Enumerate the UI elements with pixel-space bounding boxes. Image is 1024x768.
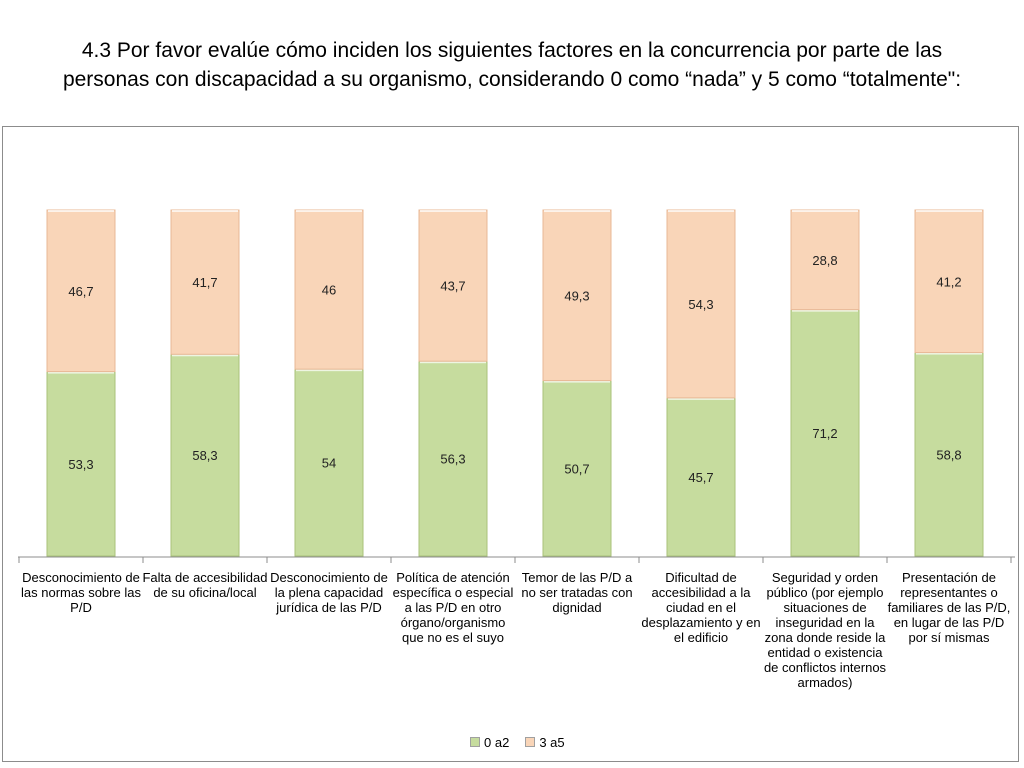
- data-label-3-a5-7: 28,8: [812, 253, 837, 268]
- bar-highlight-3-a5-3: [296, 210, 362, 212]
- data-label-0-a2-1: 53,3: [68, 457, 93, 472]
- bar-0-a2-5: [542, 380, 612, 557]
- bar-highlight-3-a5-6: [668, 210, 734, 212]
- bar-3-a5-8: [914, 209, 984, 354]
- data-label-0-a2-4: 56,3: [440, 452, 465, 467]
- data-label-3-a5-8: 41,2: [936, 274, 961, 289]
- bar-3-a5-1: [46, 209, 116, 373]
- legend-item-0a2: 0 a2: [470, 735, 509, 750]
- data-label-3-a5-5: 49,3: [564, 288, 589, 303]
- page-title: 4.3 Por favor evalúe cómo inciden los si…: [62, 39, 962, 91]
- bar-highlight-0-a2-2: [172, 354, 238, 357]
- data-label-0-a2-5: 50,7: [564, 461, 589, 476]
- bar-highlight-3-a5-8: [916, 210, 982, 212]
- data-label-3-a5-6: 54,3: [688, 297, 713, 312]
- x-tick-label-3: Desconocimiento de la plena capacidad ju…: [270, 570, 388, 615]
- legend-swatch-0a2: [470, 737, 480, 747]
- x-tick-label-4: Política de atención específica o especi…: [392, 570, 514, 645]
- x-tick-label-8: Presentación de representantes o familia…: [887, 570, 1011, 645]
- data-label-3-a5-4: 43,7: [440, 279, 465, 294]
- chart-legend: 0 a2 3 a5: [470, 734, 581, 750]
- legend-label-3a5: 3 a5: [539, 734, 565, 750]
- x-tick-label-7: Seguridad y orden público (por ejemplo s…: [763, 570, 887, 690]
- x-tick-label-1: Desconocimiento de las normas sobre las …: [21, 570, 141, 615]
- bar-0-a2-1: [46, 371, 116, 557]
- bar-highlight-0-a2-8: [916, 352, 982, 355]
- bar-highlight-0-a2-4: [420, 361, 486, 364]
- bar-0-a2-2: [170, 353, 240, 557]
- data-label-0-a2-8: 58,8: [936, 447, 961, 462]
- x-tick-label-6: Dificultad de accesibilidad a la ciudad …: [641, 570, 761, 645]
- data-label-3-a5-1: 46,7: [68, 284, 93, 299]
- bar-highlight-3-a5-5: [544, 210, 610, 212]
- bar-highlight-3-a5-2: [172, 210, 238, 212]
- bar-3-a5-7: [790, 209, 860, 311]
- data-label-0-a2-3: 54: [322, 456, 336, 471]
- bar-3-a5-5: [542, 209, 612, 382]
- bar-highlight-3-a5-7: [792, 210, 858, 212]
- bar-highlight-3-a5-1: [48, 210, 114, 212]
- bar-3-a5-6: [666, 209, 736, 399]
- bar-0-a2-6: [666, 397, 736, 557]
- bar-0-a2-4: [418, 360, 488, 557]
- data-label-0-a2-7: 71,2: [812, 426, 837, 441]
- bar-highlight-0-a2-3: [296, 369, 362, 372]
- bar-highlight-0-a2-5: [544, 380, 610, 383]
- bar-highlight-0-a2-7: [792, 309, 858, 312]
- bar-0-a2-8: [914, 352, 984, 557]
- x-tick-label-5: Temor de las P/D a no ser tratadas con d…: [521, 570, 633, 615]
- bar-highlight-0-a2-1: [48, 371, 114, 374]
- bar-highlight-0-a2-6: [668, 397, 734, 400]
- legend-item-3a5: 3 a5: [525, 734, 565, 750]
- data-label-0-a2-6: 45,7: [688, 470, 713, 485]
- bar-3-a5-3: [294, 209, 364, 370]
- data-label-3-a5-2: 41,7: [192, 275, 217, 290]
- bar-3-a5-4: [418, 209, 488, 362]
- legend-swatch-3a5: [525, 737, 536, 747]
- legend-label-0a2: 0 a2: [484, 734, 510, 750]
- bar-highlight-3-a5-4: [420, 210, 486, 212]
- data-label-3-a5-3: 46: [322, 283, 336, 298]
- x-tick-label-2: Falta de accesibilidad de su oficina/loc…: [142, 570, 268, 600]
- bar-0-a2-3: [294, 368, 364, 557]
- data-label-0-a2-2: 58,3: [192, 448, 217, 463]
